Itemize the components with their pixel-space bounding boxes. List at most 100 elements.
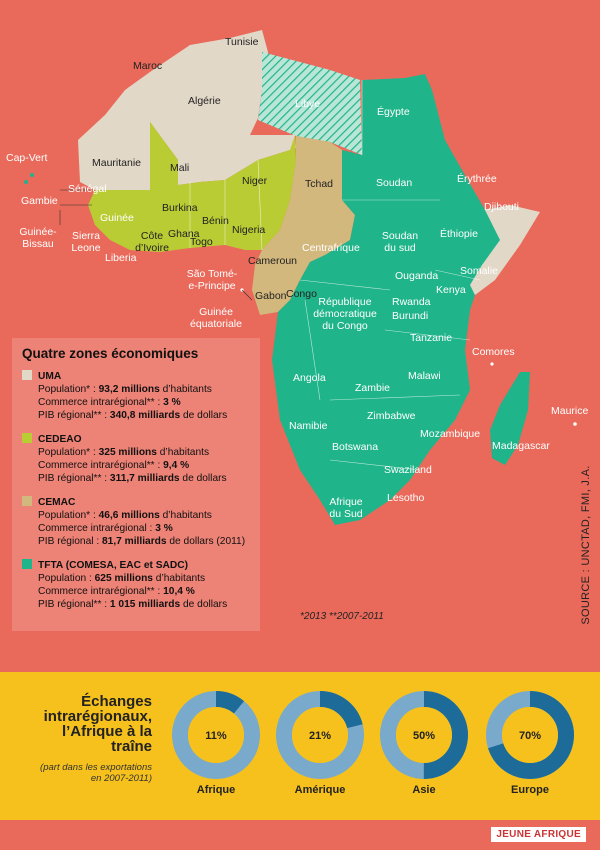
label-botswana: Botswana — [332, 441, 379, 453]
donut-svg: 70% — [486, 691, 574, 779]
label-congo: Congo — [286, 288, 317, 300]
donut-2: 50% Asie — [374, 690, 474, 796]
label-swaziland: Swaziland — [384, 464, 432, 476]
donut-value-label: 50% — [413, 730, 435, 742]
label-ghana: Ghana — [168, 228, 200, 240]
label-benin: Bénin — [202, 215, 229, 227]
donut-segment-europe — [486, 691, 574, 779]
label-tchad: Tchad — [305, 178, 334, 190]
legend-zone: UMA Population* : 93,2 millions d’habitan… — [22, 370, 227, 422]
label-cap-vert: Cap-Vert — [6, 152, 48, 164]
region-somalie — [470, 205, 540, 295]
panel-subtitle: (part dans les exportations en 2007-2011… — [40, 762, 152, 784]
label-cote-divoire: Côte d’Ivoire — [135, 230, 169, 254]
region-madagascar — [490, 372, 530, 465]
donut-category-label: Europe — [511, 784, 549, 796]
legend-zone-name: CEDEAO — [38, 434, 82, 445]
donut-svg: 11% — [172, 691, 260, 779]
legend-zone-line: Population : 625 millions d’habitants — [38, 573, 206, 584]
label-soudan-sud: Soudan du sud — [381, 230, 419, 254]
donut-hole — [396, 707, 452, 763]
label-rdc: République démocratique du Congo — [313, 296, 377, 332]
exports-panel: Échanges intrarégionaux, l’Afrique à la … — [0, 672, 600, 820]
donut-value-label: 21% — [309, 730, 331, 742]
label-lesotho: Lesotho — [387, 492, 425, 504]
label-mauritanie: Mauritanie — [92, 157, 142, 169]
label-djibouti: Djibouti — [484, 201, 520, 213]
label-guinee: Guinée — [100, 212, 134, 224]
label-maurice: Maurice — [551, 405, 589, 417]
donut-0: 11% Afrique — [166, 690, 266, 796]
brand-logo: JEUNE AFRIQUE — [491, 827, 586, 842]
donut-category-label: Afrique — [196, 784, 236, 796]
label-erythree: Érythrée — [457, 173, 497, 185]
label-sierra-leone: Sierra Leone — [71, 230, 101, 254]
label-guinee-equatoriale: Guinée équatoriale — [190, 306, 242, 330]
label-afrique-du-sud: Afrique du Sud — [329, 496, 363, 520]
legend-zone-name: CEMAC — [38, 497, 76, 508]
label-centrafrique: Centrafrique — [302, 242, 360, 254]
donut-1: 21% Amérique — [270, 690, 370, 796]
legend-zone-line: PIB régional : 81,7 milliards de dollars… — [38, 536, 246, 547]
label-cameroun: Cameroun — [248, 255, 298, 267]
label-angola: Angola — [293, 372, 326, 384]
label-mozambique: Mozambique — [420, 428, 481, 440]
panel-title: Échanges intrarégionaux, l’Afrique à la … — [43, 693, 152, 755]
donut-segment-amérique — [276, 691, 364, 779]
label-soudan: Soudan — [376, 177, 413, 189]
label-sao-tome: São Tomé- e-Principe — [186, 268, 238, 292]
legend-zone: TFTA (COMESA, EAC et SADC) Population : 6… — [22, 559, 227, 611]
legend-swatch — [22, 433, 32, 443]
label-egypte: Égypte — [377, 106, 410, 118]
legend-zone-name: UMA — [38, 371, 62, 382]
donut-value-label: 70% — [519, 730, 541, 742]
donut-svg: 21% — [276, 691, 364, 779]
label-maroc: Maroc — [133, 60, 163, 72]
label-madagascar: Madagascar — [492, 440, 550, 452]
legend-zone-line: Commerce intrarégional** : 9,4 % — [38, 460, 190, 471]
label-ouganda: Ouganda — [395, 270, 439, 282]
region-libye — [258, 52, 362, 155]
legend-swatch — [22, 559, 32, 569]
label-niger: Niger — [242, 175, 268, 187]
donut-segment-afrique — [172, 691, 260, 779]
legend-swatch — [22, 496, 32, 506]
label-tanzanie: Tanzanie — [410, 332, 453, 344]
region-cemac — [252, 136, 355, 315]
label-burkina: Burkina — [162, 202, 198, 214]
label-zambie: Zambie — [355, 382, 391, 394]
donut-category-label: Asie — [412, 784, 436, 796]
legend-zone-line: PIB régional** : 311,7 milliards de doll… — [38, 473, 227, 484]
legend-zone: CEDEAO Population* : 325 millions d’habit… — [22, 433, 227, 485]
legend-zone-name: TFTA (COMESA, EAC et SADC) — [38, 560, 188, 571]
label-nigeria: Nigeria — [232, 224, 266, 236]
region-tfta — [272, 74, 530, 525]
donut-category-label: Amérique — [294, 784, 346, 796]
label-gabon: Gabon — [255, 290, 287, 302]
label-rwanda: Rwanda — [392, 296, 431, 308]
legend-zone-line: Commerce intrarégional** : 3 % — [38, 397, 181, 408]
legend-swatch — [22, 370, 32, 380]
label-mali: Mali — [170, 162, 190, 174]
label-liberia: Liberia — [105, 252, 137, 264]
legend-zone-line: Commerce intrarégional** : 10,4 % — [38, 586, 195, 597]
region-uma — [78, 30, 296, 190]
legend-zone: CEMAC Population* : 46,6 millions d’habit… — [22, 496, 245, 548]
donut-hole — [188, 707, 244, 763]
legend-panel: Quatre zones économiques UMA Population* … — [12, 338, 260, 631]
donut-hole — [502, 707, 558, 763]
label-somalie: Somalie — [460, 265, 498, 277]
label-kenya: Kenya — [436, 284, 466, 296]
label-gambie: Gambie — [21, 195, 58, 207]
label-ethiopie: Éthiopie — [440, 228, 478, 240]
donut-hole — [292, 707, 348, 763]
donut-svg: 50% — [380, 691, 468, 779]
donut-3: 70% Europe — [480, 690, 580, 796]
label-namibie: Namibie — [289, 420, 328, 432]
source-credit: SOURCE : UNCTAD, FMI, J.A. — [580, 465, 592, 625]
legend-title: Quatre zones économiques — [22, 346, 199, 361]
label-togo: Togo — [190, 236, 213, 248]
legend-footnote: *2013 **2007-2011 — [300, 611, 384, 622]
donut-segment-asie — [380, 691, 468, 779]
label-burundi: Burundi — [392, 310, 429, 322]
